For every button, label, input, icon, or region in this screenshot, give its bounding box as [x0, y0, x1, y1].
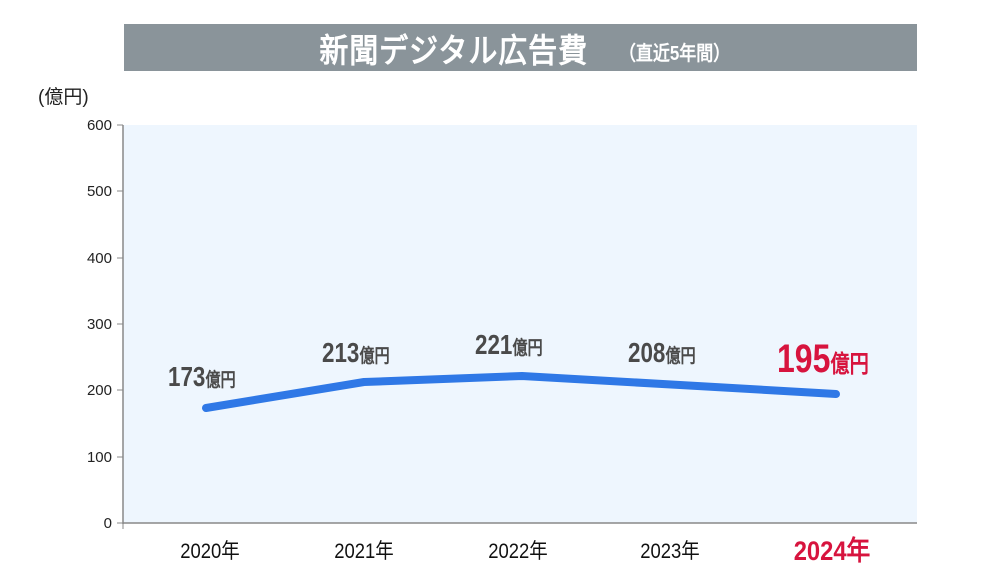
y-tick-label: 500 [87, 183, 112, 200]
y-tick-label: 600 [87, 117, 112, 134]
chart-subtitle: （直近5年間） [618, 43, 730, 65]
y-axis-tick-labels: 0 100 200 300 400 500 600 [87, 117, 112, 532]
y-axis-unit-label: (億円) [38, 87, 89, 108]
data-label-2023: 208億円 [628, 338, 696, 369]
x-label-2020: 2020年 [180, 540, 240, 563]
data-label-2024: 195億円 [777, 336, 869, 381]
y-tick-label: 300 [87, 316, 112, 333]
data-label-2021: 213億円 [322, 338, 390, 369]
chart-title: 新聞デジタル広告費 [319, 31, 589, 69]
y-tick-label: 400 [87, 250, 112, 267]
x-label-2023: 2023年 [640, 540, 700, 563]
x-label-2021: 2021年 [334, 540, 394, 563]
x-label-2022: 2022年 [488, 540, 548, 563]
plot-area [123, 125, 917, 523]
y-tick-label: 0 [104, 515, 112, 532]
data-labels: 173億円 213億円 221億円 208億円 195億円 [168, 330, 869, 393]
y-axis-ticks [117, 124, 124, 529]
chart-title-bar: 新聞デジタル広告費 （直近5年間） [124, 24, 917, 71]
data-line [202, 372, 840, 412]
data-label-2022: 221億円 [475, 330, 543, 361]
y-tick-label: 200 [87, 382, 112, 399]
x-axis-labels: 2020年 2021年 2022年 2023年 2024年 [180, 536, 870, 567]
y-tick-label: 100 [87, 449, 112, 466]
data-label-2020: 173億円 [168, 362, 236, 393]
x-label-2024: 2024年 [794, 536, 871, 567]
